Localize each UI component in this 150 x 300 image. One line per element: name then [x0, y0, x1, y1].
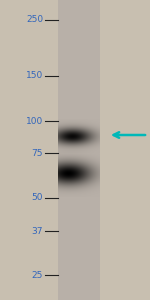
Text: 75: 75 [32, 148, 43, 158]
Text: 250: 250 [26, 16, 43, 25]
Text: 100: 100 [26, 116, 43, 125]
Text: 50: 50 [32, 194, 43, 202]
Text: 150: 150 [26, 71, 43, 80]
Text: 37: 37 [32, 226, 43, 236]
Text: 25: 25 [32, 271, 43, 280]
